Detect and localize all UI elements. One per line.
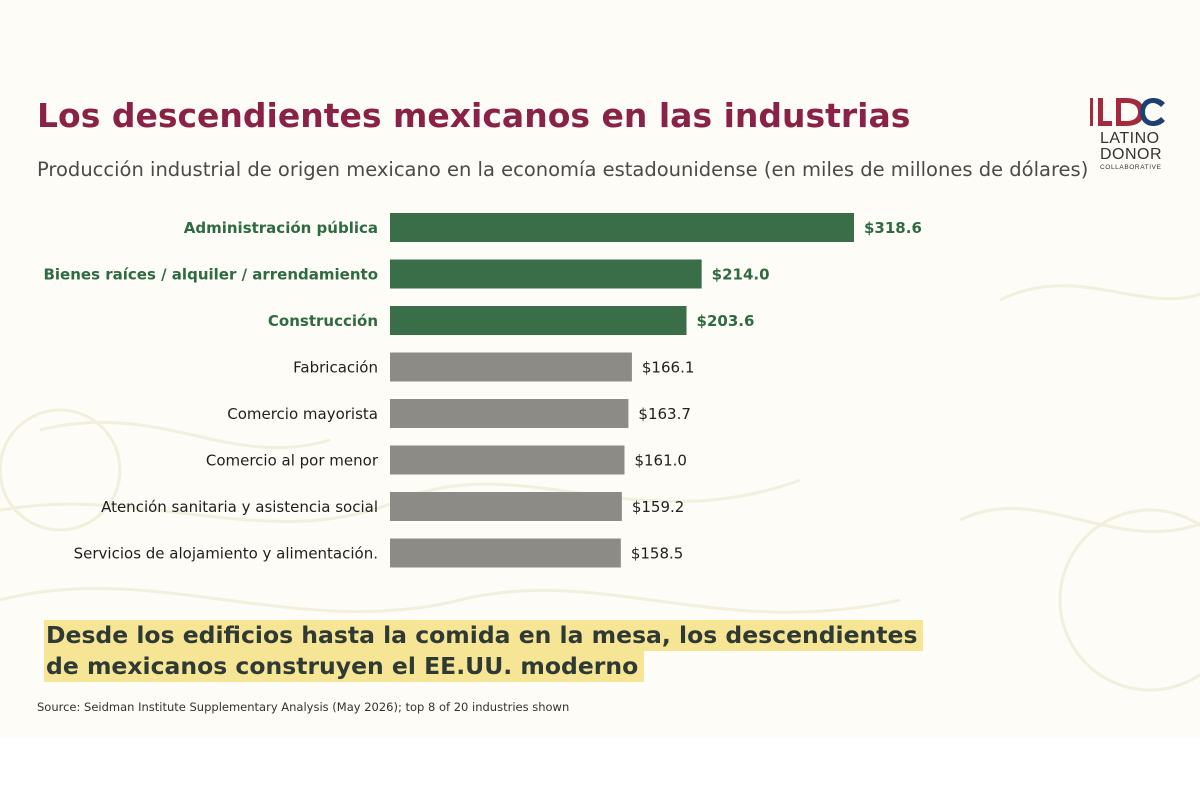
value-label: $161.0 [634, 452, 687, 470]
takeaway-line-2: de mexicanos construyen el EE.UU. modern… [44, 651, 645, 682]
value-label: $159.2 [632, 498, 685, 516]
category-label: Atención sanitaria y asistencia social [101, 498, 378, 516]
category-label: Bienes raíces / alquiler / arrendamiento [43, 266, 378, 284]
value-label: $163.7 [638, 405, 691, 423]
ldc-logo-mark [1090, 98, 1165, 126]
value-label: $166.1 [642, 359, 695, 377]
logo-text-donor: DONOR [1100, 146, 1163, 163]
bar [390, 399, 629, 428]
value-label: $214.0 [712, 266, 770, 284]
category-label: Comercio mayorista [227, 405, 378, 423]
bar [390, 306, 687, 335]
latino-donor-collaborative-logo: LATINO DONOR COLLABORATIVE [1088, 97, 1172, 177]
category-label: Servicios de alojamiento y alimentación. [74, 545, 378, 563]
logo-text-latino: LATINO [1100, 130, 1160, 147]
category-label: Administración pública [184, 219, 378, 237]
value-label: $318.6 [864, 219, 922, 237]
slide: Los descendientes mexicanos en las indus… [0, 96, 1200, 714]
category-label: Construcción [268, 312, 378, 330]
industry-bar-chart: Administración pública $318.6 Bienes raíce… [43, 213, 922, 568]
source-note: Source: Seidman Institute Supplementary … [37, 700, 570, 714]
value-label: $158.5 [631, 545, 684, 563]
value-label: $203.6 [697, 312, 755, 330]
category-label: Comercio al por menor [206, 452, 379, 470]
page-title: Los descendientes mexicanos en las indus… [37, 96, 911, 135]
bar [390, 259, 702, 289]
background-decoration [0, 284, 1200, 692]
bottom-strip [0, 738, 1200, 800]
bar [390, 538, 621, 568]
bar [390, 213, 854, 242]
takeaway-callout: Desde los edificios hasta la comida en l… [44, 620, 924, 682]
category-label: Fabricación [293, 359, 378, 377]
bar [390, 492, 622, 521]
takeaway-line-1: Desde los edificios hasta la comida en l… [44, 620, 924, 651]
bar [390, 352, 632, 382]
bar [390, 445, 625, 475]
logo-text-collaborative: COLLABORATIVE [1100, 164, 1162, 171]
chart-subtitle: Producción industrial de origen mexicano… [37, 158, 1089, 181]
